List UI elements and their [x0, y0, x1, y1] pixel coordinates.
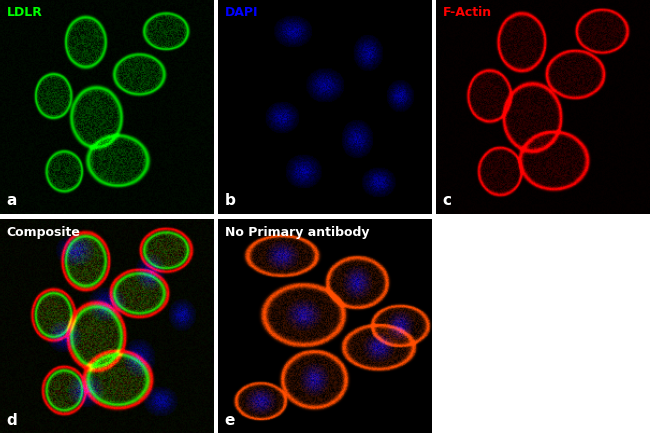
Text: F-Actin: F-Actin — [443, 7, 491, 20]
Text: LDLR: LDLR — [6, 7, 42, 20]
Text: DAPI: DAPI — [224, 7, 258, 20]
Text: No Primary antibody: No Primary antibody — [224, 226, 369, 239]
Text: e: e — [224, 413, 235, 427]
Text: d: d — [6, 413, 17, 427]
Text: a: a — [6, 194, 17, 208]
Text: Composite: Composite — [6, 226, 81, 239]
Text: c: c — [443, 194, 452, 208]
Text: b: b — [224, 194, 235, 208]
